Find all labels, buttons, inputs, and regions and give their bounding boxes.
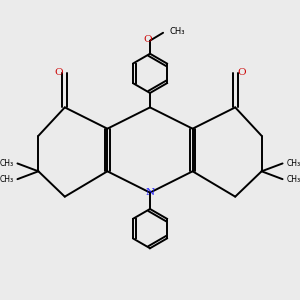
Text: CH₃: CH₃ [286, 175, 300, 184]
Text: CH₃: CH₃ [169, 27, 185, 36]
Text: CH₃: CH₃ [0, 159, 14, 168]
Text: O: O [238, 68, 246, 77]
Text: N: N [146, 188, 154, 197]
Text: O: O [54, 68, 62, 77]
Text: CH₃: CH₃ [286, 159, 300, 168]
Text: CH₃: CH₃ [0, 175, 14, 184]
Text: O: O [143, 35, 152, 44]
